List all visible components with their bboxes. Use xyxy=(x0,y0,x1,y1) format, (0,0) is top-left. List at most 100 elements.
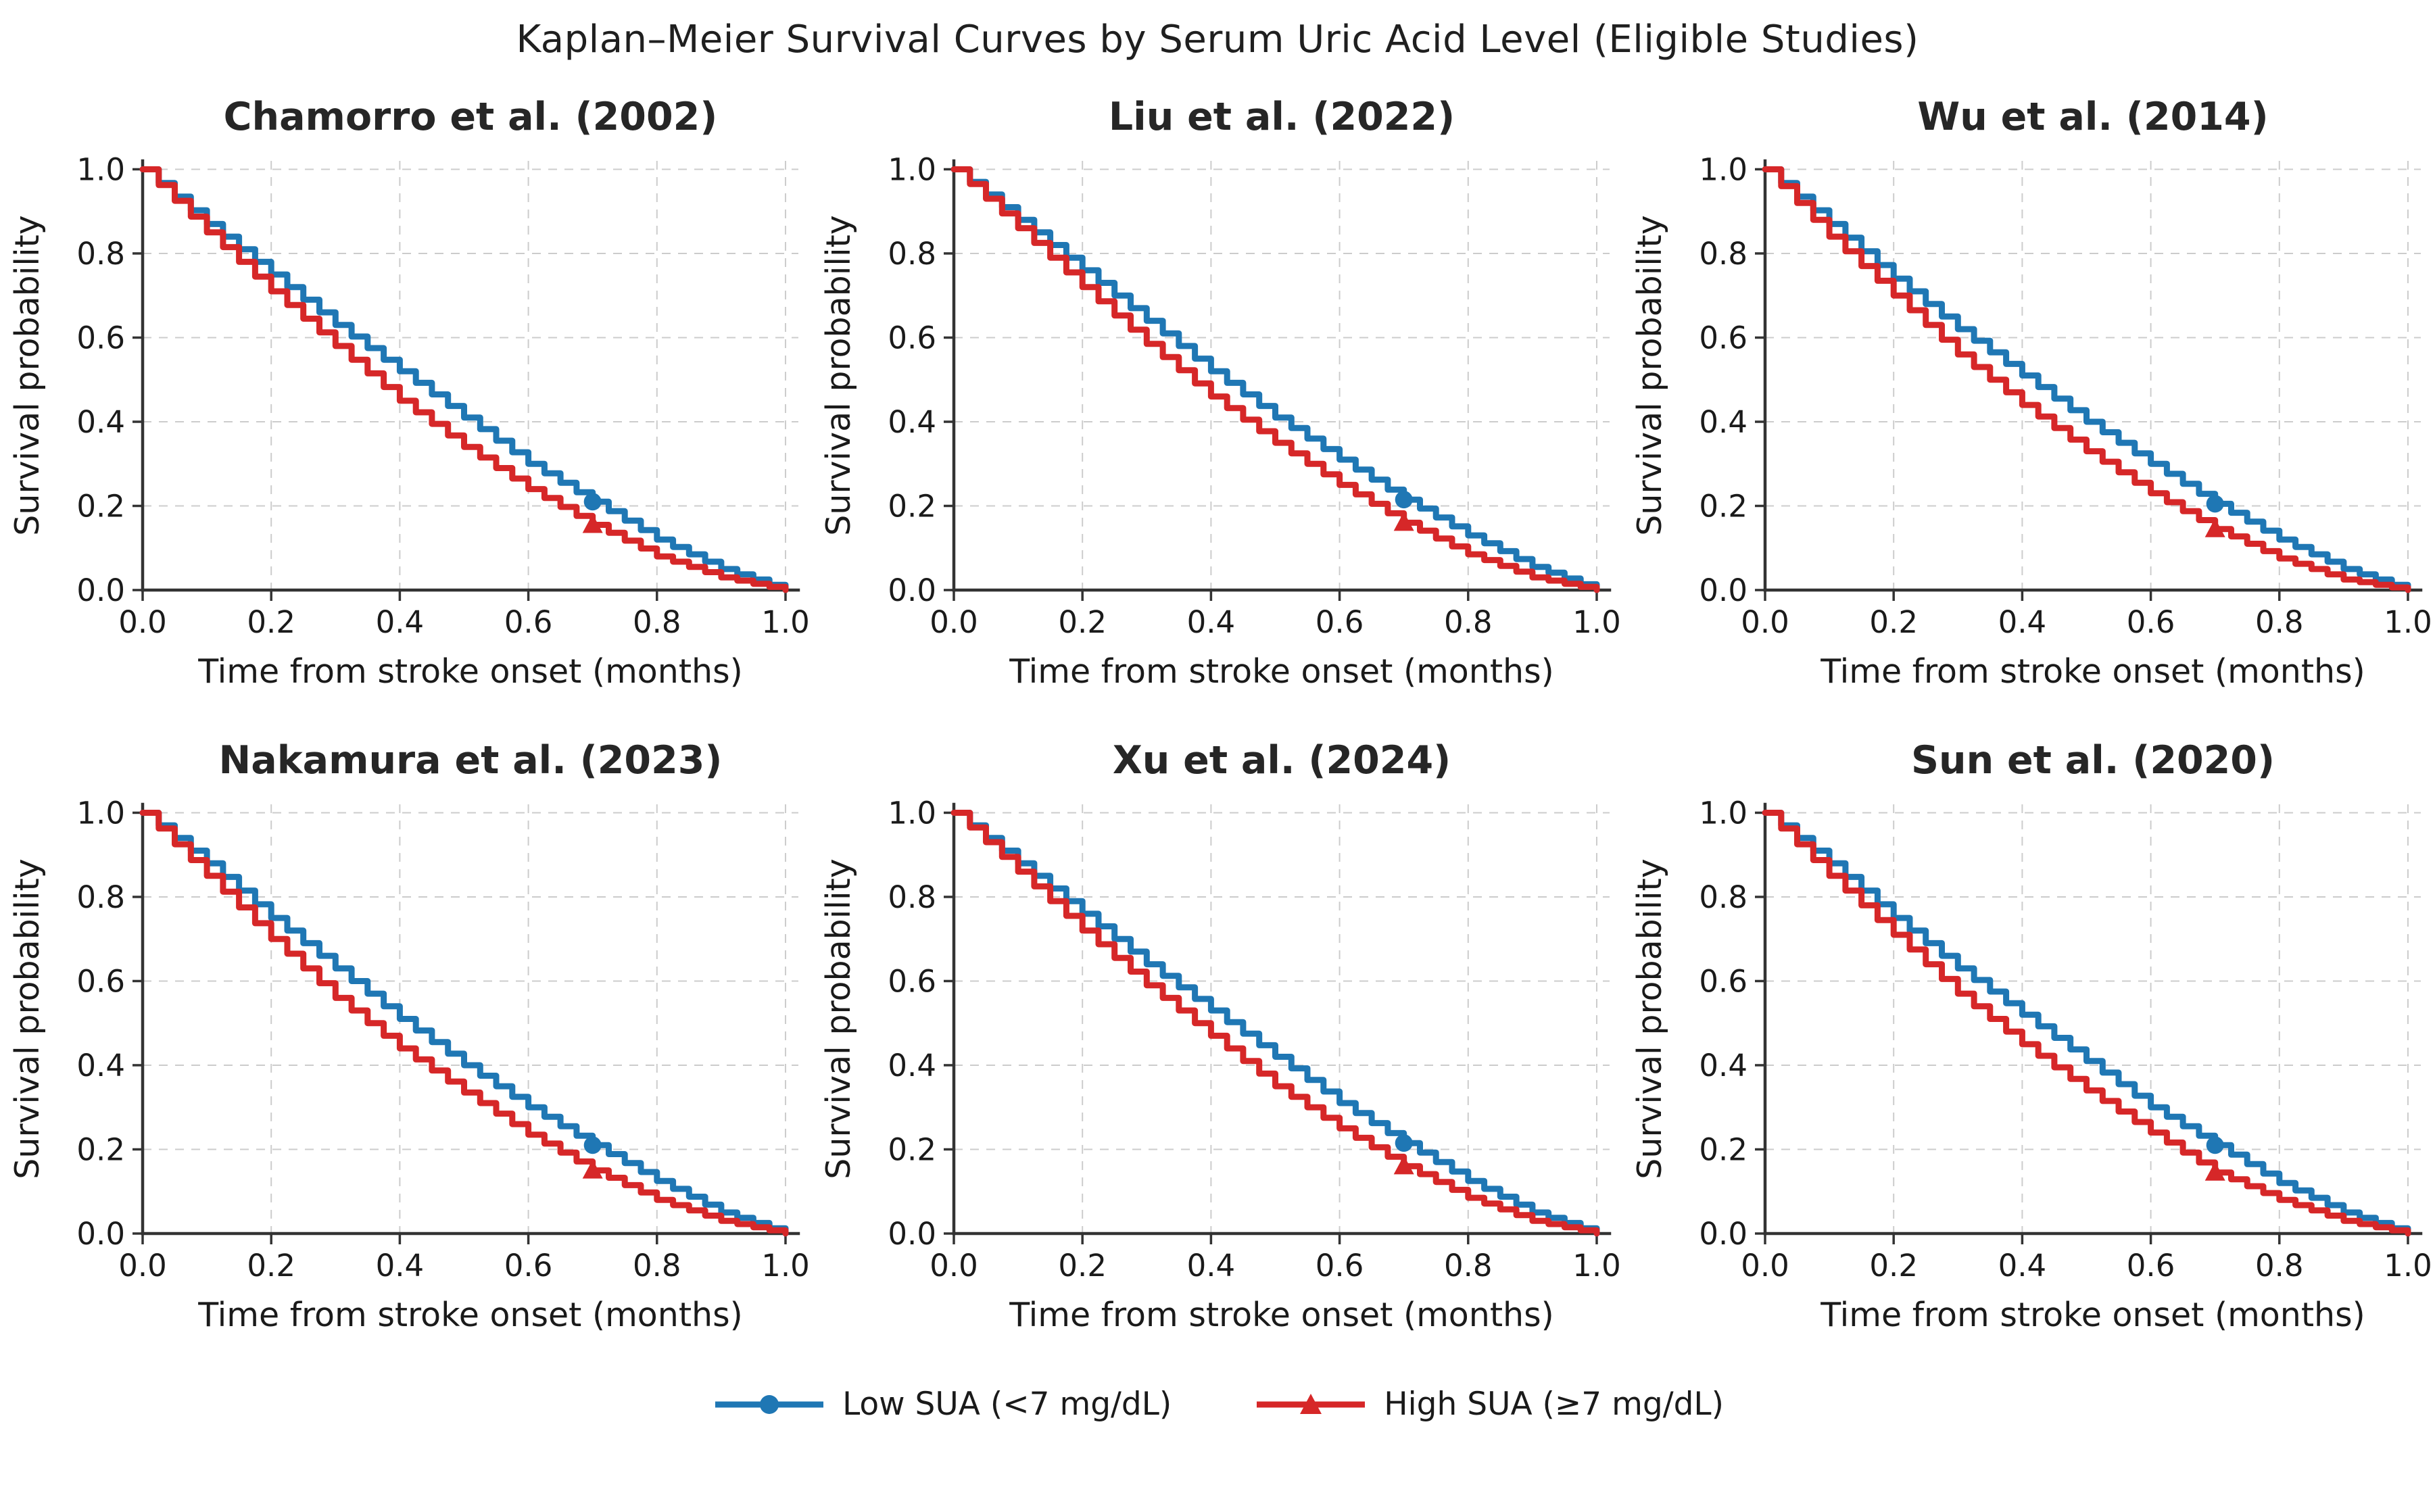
y-tick-label: 0.4 xyxy=(888,404,936,440)
circle-marker-icon xyxy=(1395,491,1413,509)
y-tick-label: 0.2 xyxy=(1699,488,1747,524)
legend-item-high-sua: High SUA (≥7 mg/dL) xyxy=(1253,1386,1724,1423)
x-tick-label: 0.4 xyxy=(1998,1248,2047,1284)
y-tick-label: 0.8 xyxy=(1699,879,1747,915)
y-axis-label: Survival probability xyxy=(8,215,47,536)
x-tick-label: 0.0 xyxy=(930,1248,978,1284)
x-axis-label: Time from stroke onset (months) xyxy=(1820,652,2365,691)
y-tick-label: 1.0 xyxy=(76,151,125,187)
x-tick-label: 0.6 xyxy=(504,1248,553,1284)
y-axis-label: Survival probability xyxy=(819,858,858,1179)
x-tick-label: 1.0 xyxy=(761,1248,810,1284)
x-tick-label: 0.6 xyxy=(504,604,553,640)
x-tick-label: 0.8 xyxy=(1444,1248,1493,1284)
x-tick-label: 0.0 xyxy=(118,1248,167,1284)
km-plot-canvas: 0.0 0.2 0.4 0.6 0.8 1.0 0.0 0.2 0.4 0.6 0.8 1.0 Surv… xyxy=(819,738,1621,1334)
legend-label-high-sua: High SUA (≥7 mg/dL) xyxy=(1384,1386,1724,1423)
triangle-marker-icon xyxy=(582,1159,603,1179)
x-axis-label: Time from stroke onset (months) xyxy=(1009,1296,1554,1334)
y-tick-label: 0.6 xyxy=(1699,963,1747,999)
x-tick-label: 0.4 xyxy=(1998,604,2047,640)
y-axis-label: Survival probability xyxy=(1631,215,1669,536)
triangle-marker-icon xyxy=(1393,1155,1414,1175)
x-tick-label: 0.2 xyxy=(247,604,295,640)
y-tick-label: 0.8 xyxy=(1699,236,1747,272)
y-tick-label: 1.0 xyxy=(888,795,936,831)
triangle-marker-icon xyxy=(582,514,603,533)
y-tick-label: 0.6 xyxy=(1699,320,1747,356)
x-tick-label: 0.2 xyxy=(247,1248,295,1284)
y-tick-label: 1.0 xyxy=(888,151,936,187)
y-tick-label: 0.2 xyxy=(1699,1131,1747,1167)
survival-curve-high-sua xyxy=(139,166,789,593)
survival-curve-high-sua xyxy=(950,166,1600,593)
x-tick-label: 1.0 xyxy=(1572,604,1621,640)
x-tick-label: 0.4 xyxy=(1187,604,1236,640)
y-tick-label: 0.8 xyxy=(76,236,125,272)
y-tick-label: 0.0 xyxy=(76,572,125,608)
legend-swatch-high xyxy=(1257,1393,1366,1414)
subplot-title: Wu et al. (2014) xyxy=(1917,95,2268,139)
circle-marker-icon xyxy=(2206,1136,2224,1154)
y-axis-label: Survival probability xyxy=(8,858,47,1179)
x-tick-label: 0.2 xyxy=(1058,1248,1107,1284)
x-tick-label: 0.4 xyxy=(376,1248,425,1284)
y-tick-label: 0.2 xyxy=(888,488,936,524)
y-tick-label: 0.2 xyxy=(76,488,125,524)
y-tick-label: 0.0 xyxy=(888,1216,936,1252)
triangle-marker-icon xyxy=(2204,1161,2225,1181)
km-plot-canvas: 0.0 0.2 0.4 0.6 0.8 1.0 0.0 0.2 0.4 0.6 0.8 1.0 Surv… xyxy=(8,738,810,1334)
y-tick-label: 0.4 xyxy=(888,1048,936,1083)
x-tick-label: 0.0 xyxy=(1741,1248,1789,1284)
km-subplot-xu: 0.0 0.2 0.4 0.6 0.8 1.0 0.0 0.2 0.4 0.6 0.8 1.0 Surv… xyxy=(812,730,1623,1373)
survival-curve-high-sua xyxy=(1762,166,2411,593)
survival-curve-high-sua xyxy=(139,810,789,1237)
km-subplot-nakamura: 0.0 0.2 0.4 0.6 0.8 1.0 0.0 0.2 0.4 0.6 0.8 1.0 Surv… xyxy=(1,730,812,1373)
km-subplot-sun: 0.0 0.2 0.4 0.6 0.8 1.0 0.0 0.2 0.4 0.6 0.8 1.0 Surv… xyxy=(1623,730,2434,1373)
km-subplot-liu: 0.0 0.2 0.4 0.6 0.8 1.0 0.0 0.2 0.4 0.6 0.8 1.0 Surv… xyxy=(812,87,1623,730)
km-subplot-chamorro: 0.0 0.2 0.4 0.6 0.8 1.0 0.0 0.2 0.4 0.6 0.8 1.0 Surv… xyxy=(1,87,812,730)
x-tick-label: 0.8 xyxy=(1444,604,1493,640)
y-tick-label: 0.6 xyxy=(76,320,125,356)
x-axis-label: Time from stroke onset (months) xyxy=(1009,652,1554,691)
survival-curve-low-sua xyxy=(950,166,1600,593)
y-tick-label: 0.8 xyxy=(888,236,936,272)
y-tick-label: 0.2 xyxy=(76,1131,125,1167)
subplot-title: Nakamura et al. (2023) xyxy=(219,738,723,783)
y-tick-label: 0.0 xyxy=(1699,1216,1747,1252)
y-tick-label: 0.0 xyxy=(888,572,936,608)
x-tick-label: 0.0 xyxy=(118,604,167,640)
legend-swatch-low xyxy=(715,1394,824,1414)
y-tick-label: 0.0 xyxy=(76,1216,125,1252)
legend: Low SUA (<7 mg/dL) High SUA (≥7 mg/dL) xyxy=(0,1386,2435,1423)
x-tick-label: 0.8 xyxy=(2255,604,2304,640)
x-tick-label: 1.0 xyxy=(2384,604,2432,640)
km-plot-canvas: 0.0 0.2 0.4 0.6 0.8 1.0 0.0 0.2 0.4 0.6 0.8 1.0 Surv… xyxy=(1631,738,2432,1334)
x-tick-label: 0.2 xyxy=(1869,604,1918,640)
y-tick-label: 0.0 xyxy=(1699,572,1747,608)
figure-title: Kaplan–Meier Survival Curves by Serum Ur… xyxy=(516,18,1919,62)
x-axis-label: Time from stroke onset (months) xyxy=(1820,1296,2365,1334)
y-tick-label: 0.8 xyxy=(76,879,125,915)
circle-marker-icon xyxy=(1395,1134,1413,1152)
y-axis-label: Survival probability xyxy=(1631,858,1669,1179)
y-tick-label: 0.6 xyxy=(76,963,125,999)
triangle-marker-icon xyxy=(2204,518,2225,537)
y-tick-label: 0.4 xyxy=(76,1048,125,1083)
x-tick-label: 0.8 xyxy=(2255,1248,2304,1284)
x-tick-label: 0.0 xyxy=(930,604,978,640)
km-plot-canvas: 0.0 0.2 0.4 0.6 0.8 1.0 0.0 0.2 0.4 0.6 0.8 1.0 Surv… xyxy=(1631,95,2432,691)
x-axis-label: Time from stroke onset (months) xyxy=(197,1296,743,1334)
y-tick-label: 0.4 xyxy=(76,404,125,440)
x-tick-label: 1.0 xyxy=(1572,1248,1621,1284)
x-tick-label: 0.6 xyxy=(2127,1248,2175,1284)
x-tick-label: 1.0 xyxy=(761,604,810,640)
subplot-title: Xu et al. (2024) xyxy=(1113,738,1451,783)
y-tick-label: 0.2 xyxy=(888,1131,936,1167)
x-tick-label: 0.6 xyxy=(1316,1248,1364,1284)
km-plot-canvas: 0.0 0.2 0.4 0.6 0.8 1.0 0.0 0.2 0.4 0.6 0.8 1.0 Surv… xyxy=(819,95,1621,691)
x-axis-label: Time from stroke onset (months) xyxy=(197,652,743,691)
survival-curve-high-sua xyxy=(1762,810,2411,1237)
legend-label-low-sua: Low SUA (<7 mg/dL) xyxy=(842,1386,1172,1423)
x-tick-label: 0.8 xyxy=(633,604,681,640)
